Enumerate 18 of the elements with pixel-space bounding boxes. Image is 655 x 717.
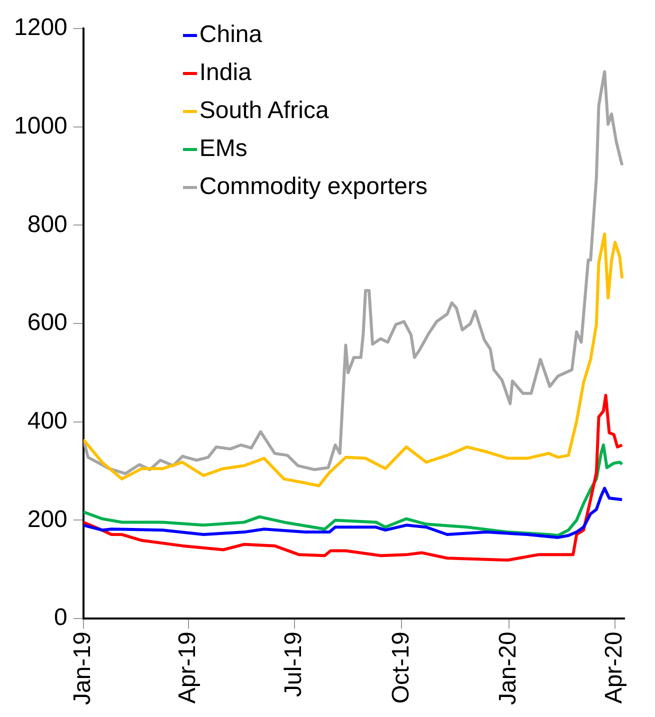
y-tick-label: 400: [27, 408, 68, 435]
legend-label: Commodity exporters: [199, 172, 428, 202]
x-tick-label: Apr-20: [600, 632, 628, 704]
legend-label: India: [199, 58, 252, 88]
legend-label: China: [199, 20, 262, 50]
x-tick-label: Jan-20: [494, 632, 522, 706]
y-tick-label: 0: [54, 604, 68, 632]
x-tick-label: Apr-19: [174, 632, 201, 704]
legend-label: South Africa: [199, 96, 329, 126]
y-tick-label: 800: [27, 210, 68, 238]
x-tick-label: Oct-19: [387, 632, 414, 704]
y-tick-label: 1000: [14, 112, 68, 140]
x-tick-label: Jul-19: [280, 632, 308, 697]
x-tick-label: Jan-19: [69, 632, 96, 706]
y-tick-label: 600: [27, 309, 68, 336]
y-tick-label: 1200: [14, 14, 68, 42]
legend-label: EMs: [199, 134, 248, 164]
y-tick-label: 200: [27, 506, 68, 533]
